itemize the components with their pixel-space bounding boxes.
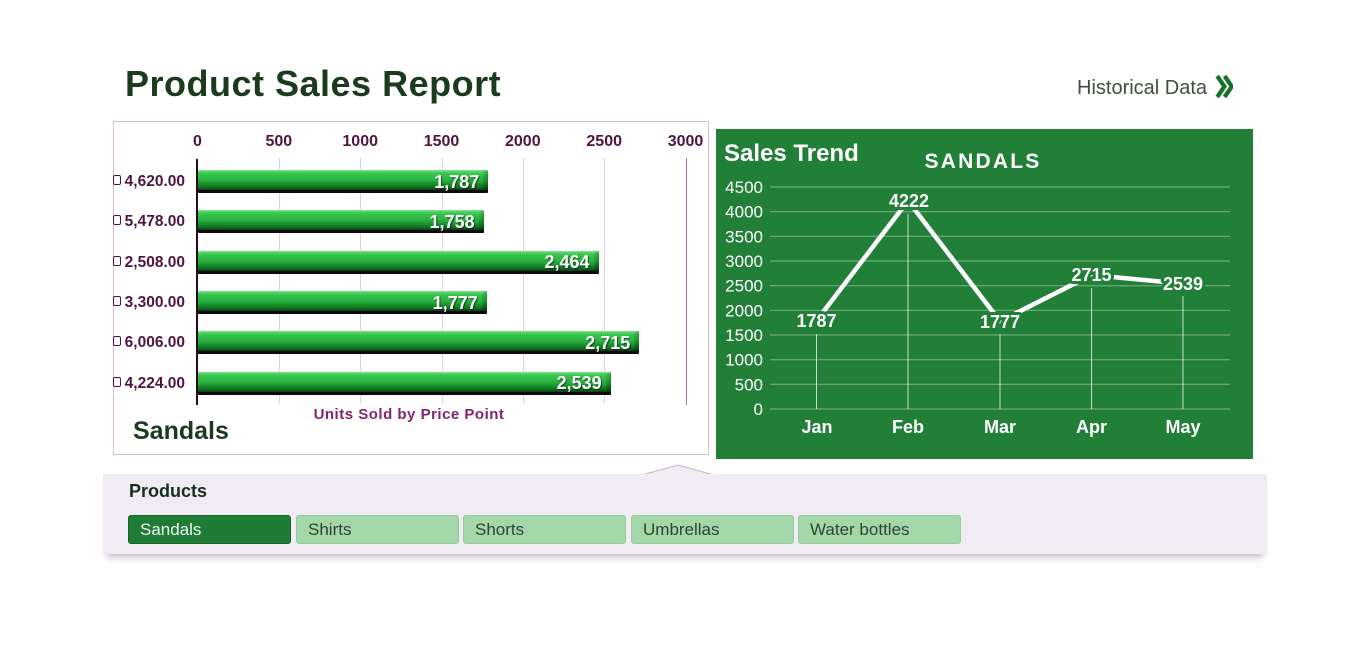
svg-text:1777: 1777 — [980, 312, 1020, 332]
svg-text:0: 0 — [754, 400, 763, 419]
svg-text:May: May — [1165, 417, 1200, 437]
svg-text:Feb: Feb — [892, 417, 924, 437]
svg-text:500: 500 — [735, 375, 763, 394]
svg-text:1500: 1500 — [725, 326, 763, 345]
svg-text:3500: 3500 — [725, 227, 763, 246]
svg-text:SANDALS: SANDALS — [925, 150, 1042, 173]
svg-text:1000: 1000 — [725, 351, 763, 370]
svg-text:4500: 4500 — [725, 178, 763, 197]
svg-text:Mar: Mar — [984, 417, 1016, 437]
svg-text:2000: 2000 — [725, 301, 763, 320]
svg-text:2539: 2539 — [1163, 274, 1203, 294]
svg-text:4000: 4000 — [725, 203, 763, 222]
svg-text:3000: 3000 — [725, 252, 763, 271]
svg-text:Apr: Apr — [1076, 417, 1107, 437]
svg-text:1787: 1787 — [796, 311, 836, 331]
svg-text:2715: 2715 — [1071, 265, 1111, 285]
svg-text:Jan: Jan — [801, 417, 832, 437]
svg-text:Sales Trend: Sales Trend — [724, 140, 859, 167]
svg-text:2500: 2500 — [725, 277, 763, 296]
svg-text:4222: 4222 — [889, 191, 929, 211]
